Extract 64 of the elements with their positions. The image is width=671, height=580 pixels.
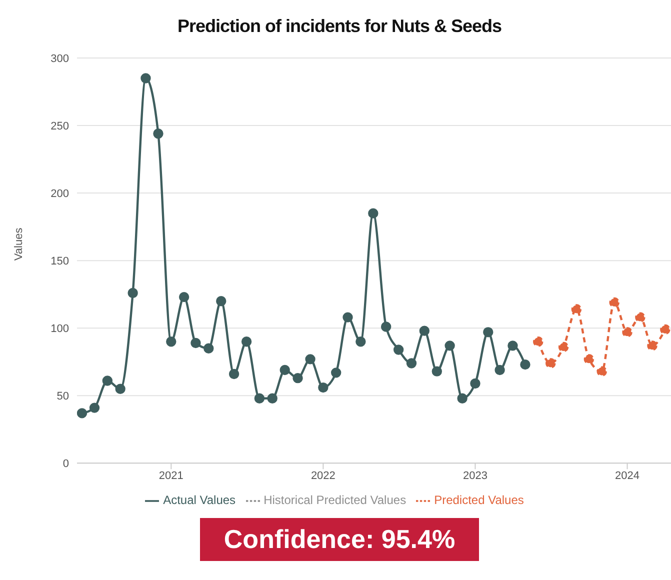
y-axis-title: Values [12,227,25,261]
point [190,338,201,348]
point [102,376,113,386]
point [318,382,328,393]
point [596,366,607,376]
point [380,322,392,332]
legend-label: Actual Values [163,493,236,508]
y-tick-label: 150 [50,255,69,268]
point [558,342,569,352]
point [115,384,126,394]
point [660,324,670,335]
point [166,336,176,347]
point [393,344,404,355]
point [89,402,100,413]
point [647,340,658,351]
point [571,304,582,314]
point [241,336,252,347]
point [419,326,430,336]
point [267,393,278,404]
text: Confidence: 95.4% [200,518,480,561]
point [622,327,632,338]
y-tick-label: 200 [50,188,69,200]
point [140,73,151,84]
point [494,364,505,376]
point [520,359,530,370]
point [368,208,378,218]
point [305,354,316,364]
x-tick-label: 2024 [615,470,640,482]
legend-label: Predicted Values [434,493,524,508]
point [330,368,342,378]
y-tick-label: 50 [56,390,69,403]
point [457,393,468,404]
point [609,297,620,308]
point [216,296,226,306]
x-tick-label: 2023 [462,470,488,482]
point [128,288,138,298]
y-tick-label: 250 [50,120,69,132]
point [178,292,190,302]
chart-title: Prediction of incidents for Nuts & Seeds [176,15,503,38]
point [153,128,164,139]
point [254,393,265,404]
y-tick-label: 300 [50,52,69,65]
point [228,368,240,380]
point [508,340,518,351]
point [280,364,290,376]
point [444,340,455,351]
point [546,358,556,368]
point [406,358,417,368]
point [483,327,494,338]
point [533,336,544,347]
point [356,336,366,347]
point [635,312,646,322]
point [77,408,88,418]
y-tick-label: 100 [50,323,69,336]
point [584,354,594,364]
x-tick-label: 2021 [158,470,184,482]
point [204,343,214,354]
point [470,378,480,389]
legend-label: Historical Predicted Values [264,493,406,508]
point [432,366,442,376]
x-tick-label: 2022 [310,470,336,482]
y-tick-label: 0 [62,458,69,470]
point [292,372,303,384]
point [342,312,353,322]
